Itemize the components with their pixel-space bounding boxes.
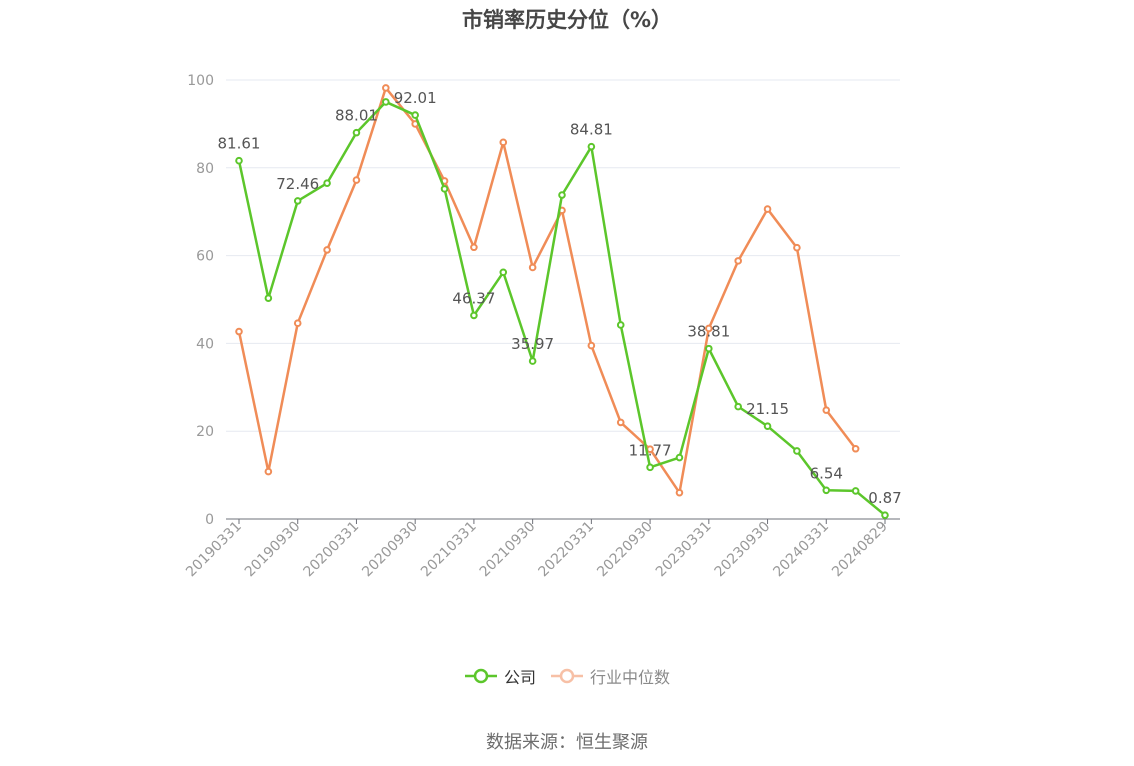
company-data-point bbox=[763, 422, 772, 430]
industry-data-point bbox=[323, 246, 331, 254]
industry-data-point bbox=[587, 341, 596, 350]
legend-company-symbol bbox=[464, 668, 497, 684]
company-data-point bbox=[646, 463, 654, 472]
x-tick-label: 20210930 bbox=[477, 519, 539, 581]
industry-data-point bbox=[470, 243, 478, 252]
industry-data-point bbox=[382, 84, 390, 92]
y-tick-label: 80 bbox=[196, 161, 214, 177]
industry-data-point bbox=[352, 176, 361, 184]
data-label: 11.77 bbox=[629, 441, 672, 459]
data-label: 21.15 bbox=[746, 400, 789, 418]
company-data-point bbox=[293, 197, 302, 205]
x-tick-label: 20220930 bbox=[594, 519, 656, 581]
industry-data-point bbox=[293, 319, 302, 328]
x-tick-label: 20240829 bbox=[829, 519, 891, 581]
industry-data-point bbox=[264, 467, 273, 476]
company-data-point bbox=[440, 185, 449, 193]
company-data-point bbox=[323, 179, 331, 187]
y-tick-label: 40 bbox=[196, 336, 214, 352]
data-label: 0.87 bbox=[868, 489, 901, 507]
company-data-point bbox=[851, 487, 860, 495]
company-data-point bbox=[793, 447, 801, 455]
y-tick-label: 20 bbox=[196, 424, 214, 440]
company-data-point bbox=[822, 486, 831, 495]
grid-lines bbox=[226, 79, 900, 432]
legend-item-industry[interactable]: 行业中位数 bbox=[550, 664, 670, 688]
company-data-point bbox=[264, 294, 273, 302]
industry-data-point bbox=[675, 488, 684, 497]
legend: 公司 行业中位数 bbox=[0, 664, 1134, 688]
industry-data-point bbox=[235, 327, 243, 336]
company-data-point bbox=[705, 344, 713, 353]
data-label: 81.61 bbox=[218, 135, 261, 153]
chart-title: 市销率历史分位（%） bbox=[461, 8, 673, 32]
y-tick-label: 0 bbox=[205, 512, 214, 528]
company-data-point bbox=[881, 511, 889, 519]
legend-industry-symbol bbox=[551, 668, 583, 684]
x-tick-label: 20240331 bbox=[770, 519, 832, 581]
company-data-point bbox=[558, 191, 566, 199]
company-data-point bbox=[499, 268, 508, 277]
industry-data-point bbox=[822, 406, 831, 414]
industry-data-point bbox=[734, 257, 742, 265]
industry-data-point bbox=[705, 324, 713, 333]
data-label: 92.01 bbox=[394, 89, 437, 107]
industry-series-line bbox=[237, 86, 857, 494]
company-data-point bbox=[235, 156, 243, 165]
chart-canvas: 0204060801002019033120190930202003312020… bbox=[183, 73, 902, 580]
x-tick-label: 20200331 bbox=[301, 519, 363, 581]
x-tick-label: 20190930 bbox=[242, 519, 304, 581]
data-label: 46.37 bbox=[452, 289, 495, 307]
data-labels: 81.61 72.46 88.01 92.01 46.37 35.97 84.81 11.77… bbox=[218, 89, 902, 507]
legend-label-industry: 行业中位数 bbox=[590, 668, 671, 687]
company-data-point bbox=[675, 453, 684, 462]
data-label: 35.97 bbox=[511, 335, 554, 353]
data-label: 72.46 bbox=[276, 175, 319, 193]
company-data-point bbox=[352, 128, 361, 137]
legend-item-company[interactable]: 公司 bbox=[464, 664, 536, 688]
company-series-line bbox=[237, 100, 886, 517]
y-tick-label: 100 bbox=[187, 73, 214, 89]
industry-data-point bbox=[851, 444, 860, 453]
axes: 0204060801002019033120190930202003312020… bbox=[183, 73, 900, 580]
x-tick-label: 20230331 bbox=[653, 519, 715, 581]
data-label: 6.54 bbox=[810, 464, 843, 482]
series-lines bbox=[235, 84, 889, 519]
company-data-point bbox=[616, 321, 625, 329]
industry-data-point bbox=[528, 263, 537, 272]
company-data-point bbox=[382, 98, 390, 106]
legend-label-company: 公司 bbox=[503, 668, 536, 687]
source-note: 数据来源：恒生聚源 bbox=[486, 732, 648, 753]
industry-data-point bbox=[763, 205, 772, 213]
company-data-point bbox=[411, 111, 419, 119]
x-tick-label: 20200930 bbox=[359, 519, 421, 581]
x-tick-label: 20230930 bbox=[712, 519, 774, 581]
x-tick-label: 20220331 bbox=[535, 519, 597, 581]
data-label: 88.01 bbox=[335, 107, 378, 125]
data-label: 38.81 bbox=[687, 323, 730, 341]
y-tick-label: 60 bbox=[196, 249, 214, 265]
industry-data-point bbox=[793, 243, 801, 252]
industry-data-point bbox=[499, 138, 508, 147]
data-label: 84.81 bbox=[570, 121, 613, 139]
company-data-point bbox=[528, 357, 537, 365]
company-data-point bbox=[470, 311, 478, 320]
company-data-point bbox=[734, 402, 742, 411]
company-data-point bbox=[587, 142, 596, 151]
industry-data-point bbox=[616, 418, 625, 427]
x-tick-label: 20210331 bbox=[418, 519, 480, 581]
